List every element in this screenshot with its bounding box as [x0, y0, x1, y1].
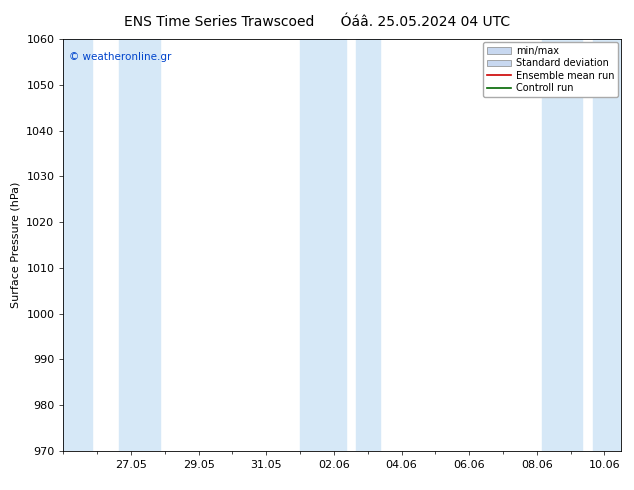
Bar [593, 39, 621, 451]
Text: © weatheronline.gr: © weatheronline.gr [69, 51, 171, 62]
Bar [119, 39, 160, 451]
Text: ENS Time Series Trawscoed      Óáâ. 25.05.2024 04 UTC: ENS Time Series Trawscoed Óáâ. 25.05.202… [124, 15, 510, 29]
Legend: min/max, Standard deviation, Ensemble mean run, Controll run: min/max, Standard deviation, Ensemble me… [483, 42, 618, 97]
Bar [300, 39, 346, 451]
Y-axis label: Surface Pressure (hPa): Surface Pressure (hPa) [11, 182, 21, 308]
Bar [356, 39, 380, 451]
Bar [542, 39, 583, 451]
Bar [63, 39, 92, 451]
